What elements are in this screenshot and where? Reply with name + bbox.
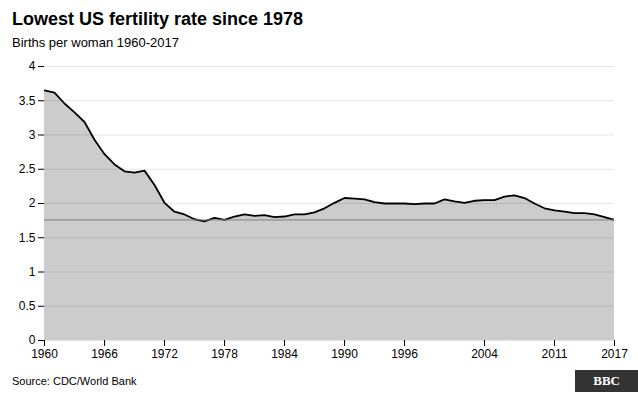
svg-text:1: 1 <box>29 265 36 279</box>
svg-text:2017: 2017 <box>601 347 628 361</box>
html-text:BBC: BBC <box>593 373 620 388</box>
svg-text:1972: 1972 <box>151 347 178 361</box>
svg-text:2.5: 2.5 <box>19 162 36 176</box>
svg-text:3.5: 3.5 <box>19 94 36 108</box>
html-text:Lowest US fertility rate since: Lowest US fertility rate since 1978 <box>12 9 304 29</box>
svg-text:1960: 1960 <box>31 347 58 361</box>
svg-text:1996: 1996 <box>391 347 418 361</box>
svg-text:0.5: 0.5 <box>19 299 36 313</box>
svg-text:3: 3 <box>29 128 36 142</box>
svg-text:1978: 1978 <box>211 347 238 361</box>
svg-text:2011: 2011 <box>542 347 568 361</box>
html-text:Births per woman 1960-2017: Births per woman 1960-2017 <box>12 35 179 50</box>
svg-text:1984: 1984 <box>271 347 298 361</box>
svg-text:1.5: 1.5 <box>19 231 36 245</box>
svg-text:4: 4 <box>29 59 36 73</box>
svg-text:1966: 1966 <box>91 347 118 361</box>
svg-text:1990: 1990 <box>331 347 358 361</box>
svg-text:0: 0 <box>29 333 36 347</box>
svg-text:2004: 2004 <box>471 347 498 361</box>
svg-text:2: 2 <box>29 196 36 210</box>
html-text:Source: CDC/World Bank: Source: CDC/World Bank <box>12 375 137 387</box>
